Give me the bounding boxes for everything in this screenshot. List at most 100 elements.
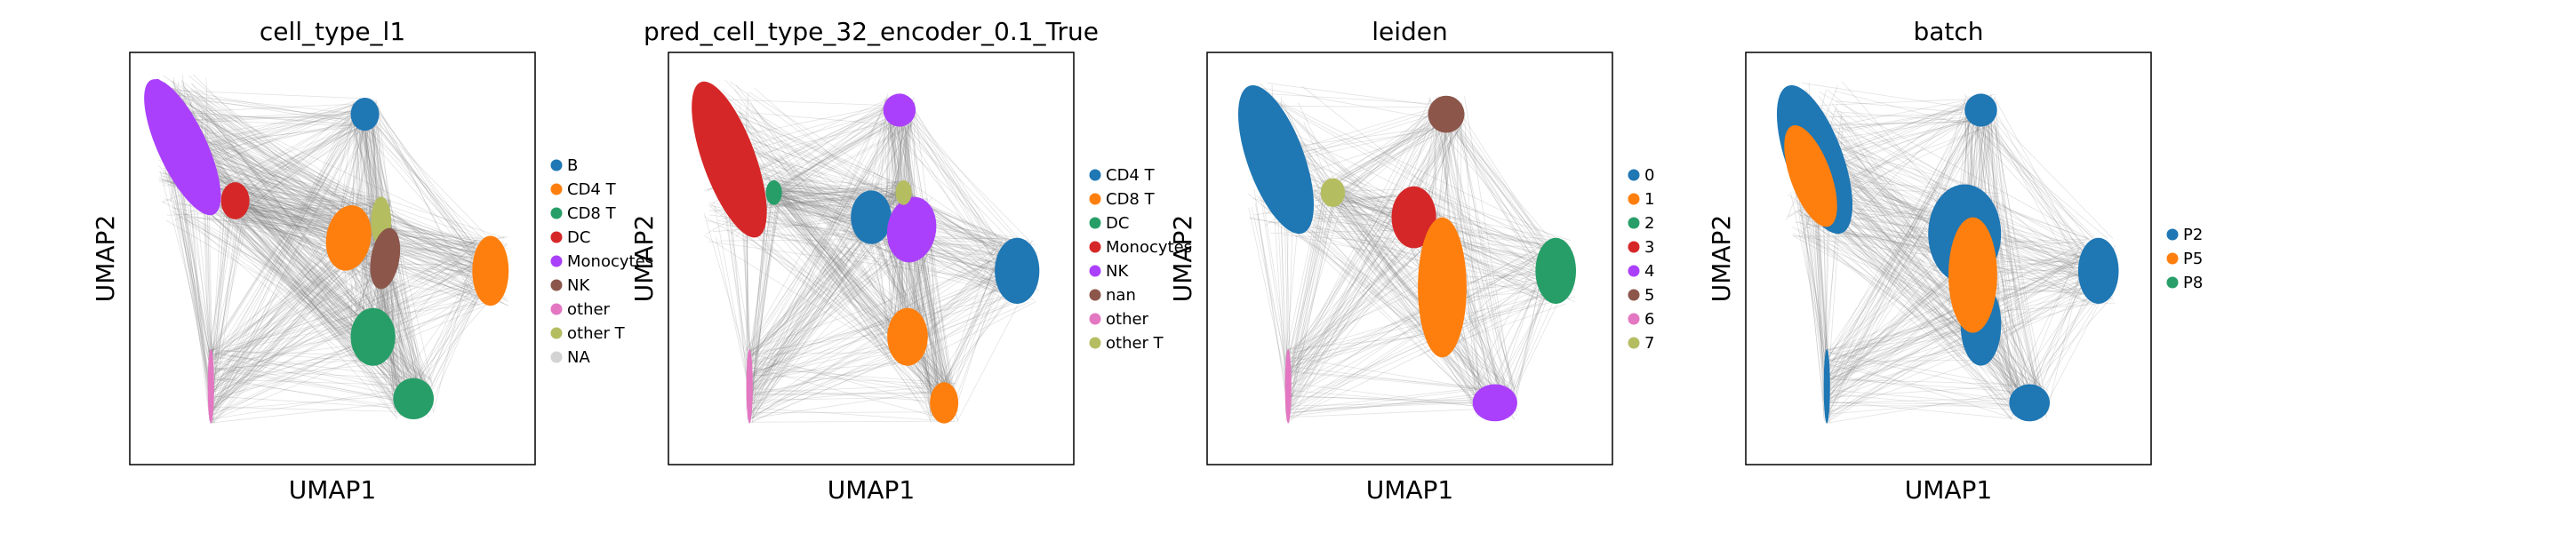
edge-line [1825, 259, 2079, 363]
edge-line [208, 356, 379, 400]
edge-line [1273, 148, 1516, 420]
edge-line [908, 108, 1020, 241]
edge-line [772, 189, 895, 351]
legend-marker [1628, 289, 1640, 301]
legend-label: B [567, 156, 578, 175]
legend-label: DC [1106, 214, 1129, 233]
legend-label: 1 [1644, 190, 1654, 209]
panel-title: batch [1913, 17, 1983, 46]
cell-cluster [1418, 217, 1467, 358]
edge-line [749, 346, 924, 424]
edge-line [749, 250, 1012, 392]
edge-line [741, 181, 900, 208]
edge-line [780, 203, 909, 260]
edge-line [1344, 194, 1565, 241]
edge-line [361, 215, 433, 385]
edge-line [780, 181, 900, 336]
edge-line [1288, 252, 1548, 400]
panel-pred-cell-type: pred_cell_type_32_encoder_0.1_True UMAP1… [629, 17, 1192, 505]
edge-line [211, 245, 391, 393]
x-axis-label: UMAP1 [828, 475, 916, 505]
edge-line [1829, 401, 2012, 419]
edge-line [239, 115, 363, 201]
legend-label: Monocytes [567, 252, 653, 271]
edge-line [751, 243, 855, 375]
edge-line [210, 229, 332, 416]
edge-line [203, 105, 485, 239]
edge-line [852, 230, 916, 314]
edge-line [746, 106, 912, 351]
edge-line [1792, 233, 1966, 309]
edge-line [1823, 108, 1991, 358]
edge-line [1332, 197, 1496, 402]
edge-line [754, 119, 898, 155]
legend-marker [1628, 169, 1640, 181]
edge-line [1288, 408, 1490, 418]
edge-line [1789, 104, 2084, 280]
edge-line [1338, 196, 1482, 386]
edge-line [751, 109, 1040, 291]
edge-line [208, 287, 387, 384]
edge-line [1810, 230, 2015, 411]
edge-line [748, 205, 863, 388]
edge-line [703, 213, 754, 382]
edge-line [1438, 98, 1516, 397]
edge-line [355, 122, 474, 259]
cell-cluster [930, 382, 959, 424]
edge-line [1286, 189, 1325, 368]
edge-line [912, 246, 1007, 301]
edge-line [1270, 99, 1570, 274]
edge-line [737, 101, 896, 197]
edge-line [766, 112, 911, 195]
edge-line [191, 123, 367, 203]
edge-line [769, 122, 886, 194]
cell-cluster [746, 349, 753, 424]
edge-line [380, 221, 480, 266]
edge-line [1791, 226, 2044, 407]
edge-line [243, 208, 388, 210]
edge-line [172, 99, 359, 209]
edge-line [1285, 99, 1430, 381]
edge-line [192, 74, 362, 241]
edge-line [241, 206, 372, 289]
edge-line [350, 127, 382, 204]
edge-line [1824, 256, 2088, 386]
edge-line [724, 79, 853, 210]
edge-line [714, 206, 750, 390]
edge-line [1303, 121, 1331, 186]
legend-label: 7 [1644, 334, 1654, 353]
legend-label: CD4 T [567, 180, 617, 199]
edge-line [1988, 273, 2095, 342]
edge-line [212, 123, 361, 413]
legend-label: NK [567, 276, 590, 295]
edge-line [731, 98, 891, 171]
edge-line [1824, 341, 1969, 391]
edge-line [748, 393, 947, 396]
edge-line [1801, 214, 2046, 393]
edge-line [212, 101, 355, 396]
edge-line [1340, 105, 1438, 203]
edge-line [178, 157, 476, 304]
cell-cluster [2009, 384, 2050, 422]
edge-line [1836, 100, 1976, 115]
edge-line [1798, 198, 1827, 357]
edge-line [1996, 116, 2025, 389]
legend-label: P5 [2183, 250, 2203, 268]
edge-line [212, 274, 377, 403]
legend-marker [1089, 169, 1101, 181]
edge-line [1285, 365, 1508, 394]
edge-line [1827, 385, 2019, 398]
edge-line [1284, 232, 1439, 393]
edge-line [212, 208, 225, 421]
edge-line [740, 106, 908, 154]
legend-label: CD4 T [1106, 166, 1156, 185]
edge-line [165, 128, 503, 264]
edge-line [752, 219, 892, 418]
edge-line [164, 140, 484, 274]
edge-line [212, 214, 229, 400]
edge-line [232, 190, 383, 312]
edge-line [241, 206, 398, 420]
edge-line [1446, 116, 1537, 263]
edge-line [1252, 85, 1448, 122]
edge-line [1257, 105, 1452, 108]
